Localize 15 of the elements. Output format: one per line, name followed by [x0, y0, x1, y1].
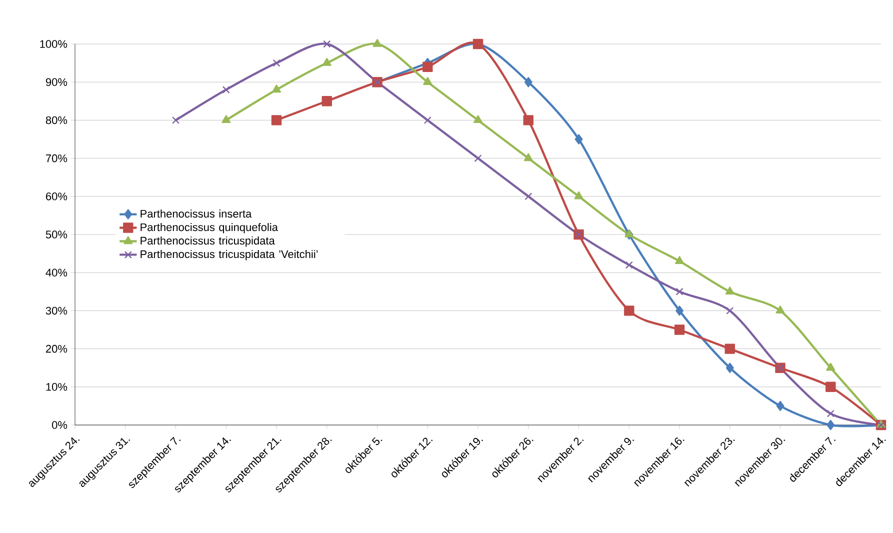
y-tick-label: 10%: [46, 383, 68, 391]
legend-label: Parthenocissus tricuspidata: [140, 236, 275, 247]
y-tick-label: 0%: [52, 421, 68, 429]
y-tick-label: 60%: [46, 192, 68, 200]
y-tick-label: 90%: [46, 78, 68, 86]
legend-label: Parthenocissus inserta: [140, 210, 252, 218]
legend-label: Parthenocissus tricuspidata ’Veitchii’: [140, 250, 318, 260]
y-tick-label: 70%: [46, 154, 68, 162]
y-tick-label: 80%: [46, 116, 68, 124]
y-tick-label: 50%: [46, 230, 68, 238]
y-tick-label: 40%: [46, 268, 68, 276]
y-tick-label: 30%: [46, 306, 68, 315]
legend-label: Parthenocissus quinquefolia: [140, 223, 278, 234]
y-tick-label: 20%: [46, 344, 68, 353]
y-tick-label: 100%: [40, 40, 68, 48]
